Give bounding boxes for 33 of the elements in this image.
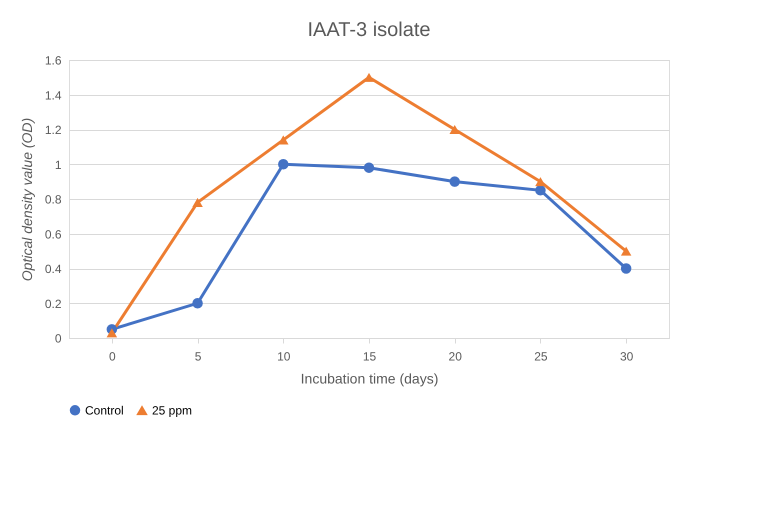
point <box>278 159 289 170</box>
chart-title: IAAT-3 isolate <box>307 19 431 41</box>
legend-label: 25 ppm <box>152 404 192 418</box>
x-tick-label: 20 <box>448 350 462 364</box>
y-tick-label: 1.6 <box>44 54 62 68</box>
y-tick-label: 1.2 <box>44 123 62 137</box>
point <box>364 162 374 173</box>
x-tick-label: 25 <box>534 350 548 364</box>
y-axis-title: Optical density value (OD) <box>18 118 35 282</box>
y-tick-label: 0.2 <box>44 296 62 311</box>
point <box>620 263 632 274</box>
point <box>106 328 118 338</box>
x-tick-label: 0 <box>109 350 116 364</box>
y-tick-label: 0 <box>54 332 62 346</box>
point <box>192 198 203 208</box>
x-tick-label: 5 <box>194 350 202 364</box>
point <box>449 124 460 134</box>
point <box>278 135 289 144</box>
y-tick-label: 1 <box>54 158 62 172</box>
y-tick-label: 0.8 <box>44 192 62 206</box>
x-tick-label: 30 <box>620 350 634 364</box>
y-tick-label: 1.4 <box>44 88 62 102</box>
x-axis-title: Incubation time (days) <box>300 370 438 386</box>
point <box>535 185 546 196</box>
legend-label: Control <box>85 403 124 418</box>
point <box>192 298 203 308</box>
y-tick-label: 0.4 <box>44 262 62 276</box>
y-tick-label: 0.6 <box>44 227 62 242</box>
point <box>364 72 374 82</box>
x-tick-label: 15 <box>362 350 376 364</box>
point <box>620 246 632 256</box>
x-tick-label: 10 <box>277 350 291 364</box>
point <box>449 176 460 187</box>
